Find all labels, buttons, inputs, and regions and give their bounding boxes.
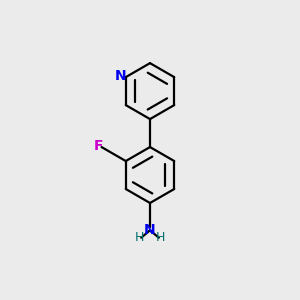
Text: N: N [144,223,156,237]
Text: H: H [156,231,165,244]
Text: H: H [135,231,144,244]
Text: F: F [93,139,103,153]
Text: N: N [115,69,126,83]
